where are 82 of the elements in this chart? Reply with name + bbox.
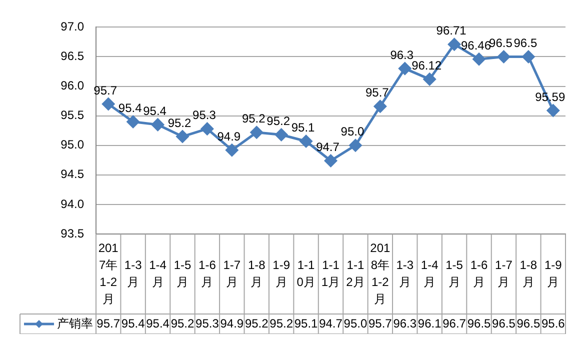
text: 96.7 [442,316,466,330]
point [522,50,535,63]
text: 95.1 [294,316,318,330]
y-tick-label: 96.0 [60,78,84,93]
x-tick-label: 1-8月 [520,258,538,289]
text: 95.6 [541,316,566,330]
x-tick-label: 1-9月 [544,258,562,289]
data-label: 96.3 [390,48,414,62]
x-tick-label: 1-7月 [223,258,241,289]
data-label: 94.9 [217,129,241,144]
text: 96.5 [467,316,492,330]
text: 96.3 [393,316,417,330]
text: 95.4 [146,316,170,330]
y-tick-label: 93.5 [60,226,84,240]
text: 95.7 [368,316,392,330]
y-tick-label: 94.0 [60,196,84,211]
text: 94.7 [319,316,343,330]
point [423,72,436,86]
point [324,154,337,167]
y-tick-label: 94.5 [60,167,84,182]
data-label: 95.2 [266,114,290,128]
data-label: 96.5 [489,36,513,50]
text: 96.5 [516,316,540,330]
x-tick-label: 1-12月 [346,258,365,289]
y-tick-label: 96.5 [60,49,84,64]
point [349,139,362,152]
point [226,144,238,156]
x-tick-label: 1-9月 [272,258,290,289]
data-label: 94.7 [316,140,340,154]
x-tick-label: 1-6月 [198,258,216,289]
text: 95.0 [344,316,368,330]
data-label: 95.2 [168,116,192,130]
text: 96.5 [492,316,516,330]
data-label: 96.5 [514,36,538,50]
x-tick-label: 1-5月 [446,258,464,289]
x-tick-label: 1-10月 [296,258,316,289]
data-label: 95.1 [291,120,316,135]
legend-label: 产销率 [57,316,93,330]
point [250,126,263,139]
point [126,115,140,128]
text: 95.2 [170,316,194,330]
data-label: 95.7 [94,83,118,98]
x-tick-label: 1-6月 [470,258,488,289]
y-tick-label: 95.0 [60,138,84,152]
x-tick-label: 1-11月 [321,258,340,289]
text: 95.2 [270,316,294,330]
x-tick-label: 1-7月 [495,258,513,289]
text: 95.4 [121,316,146,330]
text: 95.3 [196,316,220,330]
point [176,130,189,143]
x-tick-label: 2018年1-2月 [370,240,391,306]
point [374,100,386,113]
x-tick-label: 1-4月 [149,258,167,289]
y-tick-label: 97.0 [60,20,84,34]
data-label: 95.4 [118,101,142,116]
x-tick-label: 1-8月 [248,258,266,289]
point [448,38,461,51]
data-label: 95.3 [192,108,216,122]
point [398,62,412,75]
point [472,52,486,66]
point [102,98,115,110]
text: 95.2 [244,316,269,330]
x-tick-label: 2017年1-2月 [98,240,119,306]
data-label: 96.71 [436,24,467,38]
text: 96.1 [418,316,442,330]
text: 95.7 [96,316,120,330]
y-tick-label: 95.5 [60,108,84,122]
point [200,122,214,136]
data-label: 95.4 [143,104,167,118]
point [275,128,288,141]
point [152,118,164,131]
point [546,104,560,117]
data-label: 95.0 [340,124,364,139]
x-tick-label: 1-5月 [174,258,192,289]
text: 94.9 [220,316,244,330]
point [497,50,510,63]
data-label: 95.7 [365,86,390,100]
x-tick-label: 1-3月 [396,258,414,289]
x-tick-label: 1-3月 [124,258,142,289]
point [300,134,312,148]
x-tick-label: 1-4月 [420,258,439,289]
data-label: 95.2 [242,112,266,126]
